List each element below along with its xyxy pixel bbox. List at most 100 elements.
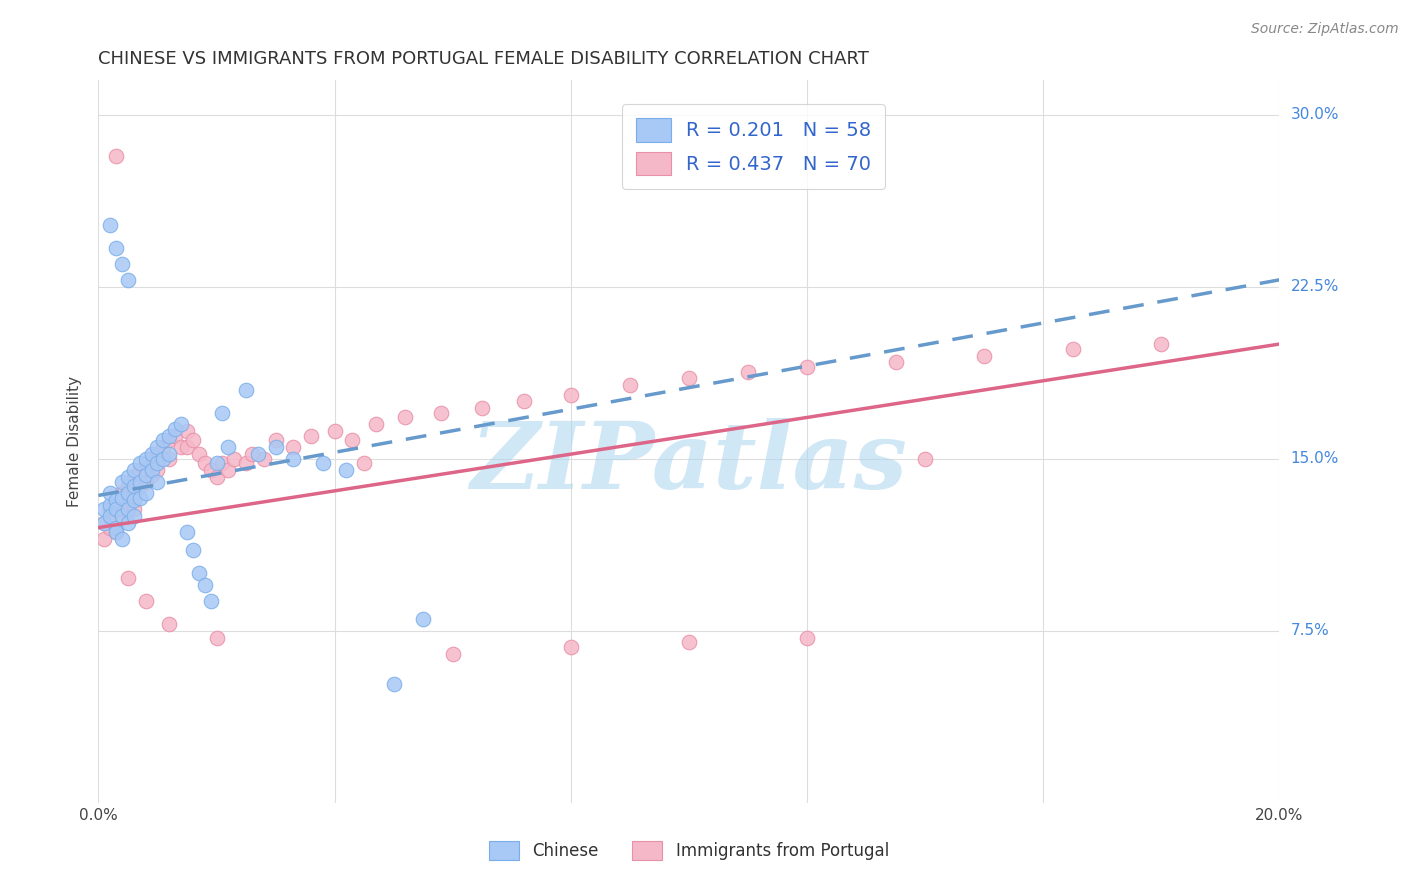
Point (128, 479, 150, 493)
Point (364, 417, 387, 432)
Point (117, 571, 139, 585)
Point (176, 424, 198, 438)
Point (157, 429, 180, 443)
Point (117, 498, 139, 512)
Point (181, 434, 204, 448)
Point (111, 486, 134, 500)
Point (884, 355, 907, 369)
Point (165, 422, 187, 436)
Text: CHINESE VS IMMIGRANTS FROM PORTUGAL FEMALE DISABILITY CORRELATION CHART: CHINESE VS IMMIGRANTS FROM PORTUGAL FEMA… (98, 50, 869, 68)
Point (512, 394, 534, 409)
Point (105, 493, 128, 508)
Point (98, 498, 121, 512)
Point (141, 447, 163, 461)
Point (141, 467, 163, 482)
Point (382, 676, 405, 690)
Point (394, 410, 416, 425)
Point (93, 502, 115, 516)
Point (235, 383, 257, 397)
Point (105, 509, 128, 524)
Point (135, 475, 157, 489)
Point (152, 440, 174, 454)
Point (135, 594, 157, 608)
Y-axis label: Female Disability: Female Disability (67, 376, 83, 508)
Point (152, 434, 174, 448)
Point (335, 463, 357, 477)
Point (323, 424, 346, 438)
Point (105, 520, 128, 534)
Point (217, 440, 239, 454)
Point (157, 434, 180, 448)
Point (200, 463, 222, 477)
Point (560, 387, 582, 401)
Point (430, 406, 453, 420)
Point (181, 543, 204, 558)
Point (128, 456, 150, 470)
Point (678, 635, 700, 649)
Point (176, 440, 198, 454)
Point (122, 486, 145, 500)
Point (111, 257, 134, 271)
Point (157, 616, 180, 631)
Point (353, 456, 375, 470)
Text: 22.5%: 22.5% (1291, 279, 1339, 294)
Point (157, 451, 180, 466)
Point (111, 509, 134, 524)
Point (253, 451, 276, 466)
Point (146, 447, 169, 461)
Point (135, 451, 157, 466)
Point (111, 491, 134, 505)
Point (264, 434, 287, 448)
Point (122, 509, 145, 524)
Point (224, 451, 246, 466)
Text: 15.0%: 15.0% (1291, 451, 1339, 467)
Point (128, 475, 150, 489)
Point (165, 429, 187, 443)
Point (973, 349, 995, 363)
Point (796, 631, 818, 645)
Point (146, 463, 169, 477)
Point (146, 440, 169, 454)
Point (141, 463, 163, 477)
Point (152, 451, 174, 466)
Point (111, 475, 134, 489)
Point (146, 456, 169, 470)
Point (471, 401, 494, 416)
Point (105, 149, 128, 163)
Point (619, 378, 641, 392)
Point (128, 463, 150, 477)
Point (105, 493, 128, 508)
Point (135, 467, 157, 482)
Point (283, 451, 305, 466)
Point (135, 456, 157, 470)
Point (98, 509, 121, 524)
Point (342, 434, 364, 448)
Point (205, 631, 228, 645)
Point (211, 456, 233, 470)
Point (98, 502, 121, 516)
Point (412, 612, 434, 626)
Point (141, 451, 163, 466)
Point (93, 516, 115, 530)
Point (117, 516, 139, 530)
Point (93, 516, 115, 530)
Point (98, 520, 121, 534)
Point (194, 578, 217, 592)
Point (105, 241, 128, 255)
Point (98, 218, 121, 232)
Point (299, 429, 322, 443)
Point (240, 447, 263, 461)
Point (105, 502, 128, 516)
Point (117, 273, 139, 287)
Point (217, 463, 239, 477)
Text: 7.5%: 7.5% (1291, 624, 1329, 639)
Point (187, 566, 209, 581)
Text: ZIPatlas: ZIPatlas (471, 418, 907, 508)
Point (211, 406, 233, 420)
Point (1150, 337, 1173, 351)
Point (170, 440, 193, 454)
Point (117, 470, 139, 484)
Point (560, 640, 582, 654)
Point (93, 532, 115, 546)
Point (312, 456, 335, 470)
